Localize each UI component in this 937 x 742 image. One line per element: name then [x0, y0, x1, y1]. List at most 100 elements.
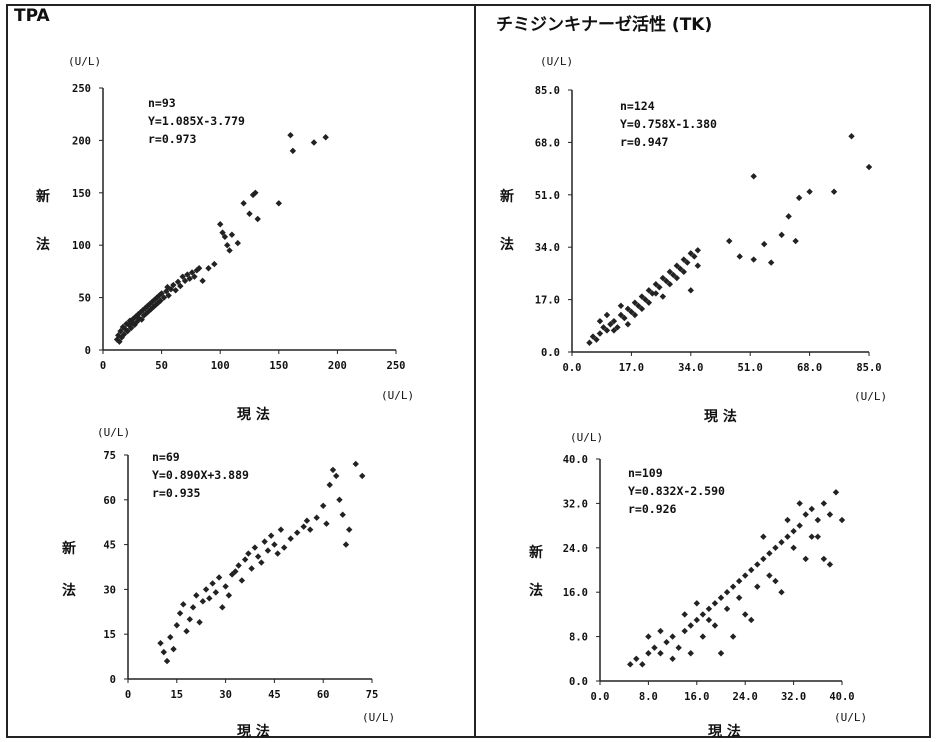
right-panel-title: チミジンキナーゼ活性 (TK) — [496, 15, 713, 35]
stat-equation: Y=1.085X-3.779 — [148, 114, 245, 128]
chart-tpa-bottom-data-point — [333, 472, 340, 480]
chart-tk-top-data-point — [673, 274, 681, 282]
chart-tk-top-data-point — [694, 262, 701, 269]
chart-tpa-bottom-data-point — [193, 592, 200, 599]
chart-tpa-bottom-x-tick-label: 75 — [366, 689, 379, 701]
chart-tk-bottom-y-tick-label: 0.0 — [569, 676, 588, 688]
chart-tpa-bottom-data-point — [170, 645, 177, 653]
chart-tk-top-data-point — [631, 311, 639, 319]
chart-tpa-top-data-point — [224, 242, 231, 249]
chart-tk-top-x-tick-label: 68.0 — [797, 362, 822, 374]
chart-tk-top-y-tick-label: 68.0 — [535, 137, 560, 149]
chart-tpa-top-data-point — [167, 286, 175, 293]
chart-tpa-bottom-data-point — [183, 628, 190, 635]
chart-tpa-top-x-tick-label: 150 — [269, 360, 288, 372]
chart-tk-bottom-x-tick-label: 16.0 — [684, 691, 709, 703]
chart-tk-top-y-unit: (U/L) — [540, 55, 574, 68]
chart-tpa-top-data-point — [158, 290, 165, 297]
chart-tpa-top-data-point — [310, 139, 318, 146]
chart-tk-bottom-data-point — [748, 616, 755, 624]
chart-tpa-bottom-data-point — [261, 538, 268, 545]
chart-tpa-top-data-point — [205, 265, 212, 272]
chart-tk-bottom-y-tick-label: 24.0 — [563, 543, 588, 555]
chart-tpa-bottom-data-point — [306, 526, 314, 533]
chart-tk-bottom-data-point — [699, 633, 707, 640]
chart-tk-top-data-point — [656, 284, 663, 291]
chart-tpa-top-data-point — [191, 273, 198, 280]
chart-tk-bottom-data-point — [772, 544, 779, 551]
chart-tk-top-data-point — [806, 188, 813, 195]
chart-tpa-bottom-data-point — [238, 577, 246, 584]
chart-tpa-bottom-y-unit: (U/L) — [97, 426, 131, 439]
chart-tpa-bottom-x-tick-label: 0 — [125, 689, 131, 701]
chart-tpa-top-ylabel-2: 法 — [36, 237, 50, 253]
chart-tk-top-data-point — [596, 317, 604, 325]
chart-tk-top-data-point — [621, 314, 628, 322]
chart-tpa-top-data-point — [117, 327, 124, 335]
chart-tk-bottom-y-tick-label: 40.0 — [563, 454, 588, 466]
chart-tk-top-data-point — [628, 308, 635, 316]
chart-tpa-top-data-point — [165, 292, 172, 299]
chart-tk-bottom-x-tick-label: 32.0 — [781, 691, 806, 703]
chart-tk-top-data-point — [726, 237, 733, 245]
chart-tk-top-data-point — [593, 336, 600, 343]
chart-tk-bottom-data-point — [808, 533, 815, 540]
chart-tk-bottom-stats: n=109 Y=0.832X-2.590 r=0.926 — [628, 464, 725, 518]
chart-tk-bottom-data-point — [820, 500, 828, 507]
chart-tk-bottom-data-point — [735, 577, 743, 585]
chart-tk-bottom-data-point — [784, 533, 791, 540]
chart-tk-top-data-point — [610, 327, 618, 334]
chart-tk-top-x-tick-label: 85.0 — [856, 362, 881, 374]
chart-tk-bottom-data-point — [669, 633, 676, 640]
chart-tk-bottom-data-point — [790, 527, 797, 535]
chart-tpa-bottom-x-unit: (U/L) — [362, 711, 396, 724]
chart-tk-top-ylabel-2: 法 — [500, 237, 514, 253]
chart-tk-bottom-data-point — [717, 650, 725, 657]
chart-tpa-bottom-data-point — [235, 562, 242, 569]
chart-tpa-top-data-point — [217, 221, 224, 228]
chart-tk-bottom-data-point — [729, 633, 737, 640]
chart-tk-top-data-point — [635, 302, 642, 309]
chart-tk-bottom-data-point — [748, 566, 755, 574]
chart-tpa-top-data-point — [221, 233, 229, 241]
chart-tk-top-data-point — [652, 290, 660, 297]
chart-tk-top-data-point — [624, 305, 632, 313]
chart-tpa-top-data-point — [118, 334, 125, 341]
stat-equation: Y=0.832X-2.590 — [628, 484, 725, 498]
chart-tpa-top-data-point — [116, 338, 123, 345]
chart-tk-bottom-data-point — [796, 500, 803, 507]
chart-tpa-top-ylabel-1: 新 — [36, 189, 50, 205]
chart-tk-bottom-data-point — [651, 644, 658, 651]
chart-tpa-bottom-data-point — [186, 616, 194, 623]
chart-tpa-bottom-data-point — [303, 517, 311, 524]
chart-tk-top-y-tick-label: 51.0 — [535, 190, 560, 202]
chart-tk-top-data-point — [848, 133, 855, 140]
chart-tk-bottom-y-tick-label: 16.0 — [563, 587, 588, 599]
chart-tpa-top-data-point — [188, 269, 196, 276]
chart-tpa-top-data-point — [275, 200, 282, 207]
chart-tk-top-data-point — [638, 305, 646, 313]
chart-tk-bottom-data-point — [772, 577, 779, 585]
chart-tpa-top-stats: n=93 Y=1.085X-3.779 r=0.973 — [148, 94, 245, 148]
chart-tk-top-data-point — [624, 321, 632, 328]
chart-tk-top-data-point — [586, 339, 593, 346]
chart-tk-bottom-data-point — [693, 616, 700, 624]
chart-tpa-top-data-point — [254, 215, 261, 223]
chart-tpa-top-data-point — [228, 231, 236, 238]
chart-tk-bottom-data-point — [826, 561, 834, 568]
stat-n: n=109 — [628, 466, 663, 480]
chart-tpa-top-y-tick-label: 50 — [78, 293, 91, 305]
chart-tpa-bottom-data-point — [212, 589, 220, 596]
chart-tpa-bottom-data-point — [251, 544, 259, 551]
chart-tk-bottom-data-point — [699, 611, 707, 618]
chart-tk-bottom-xlabel: 現 法 — [708, 724, 741, 740]
chart-tpa-top-data-point — [120, 331, 128, 338]
chart-tpa-top-y-tick-label: 100 — [72, 240, 91, 252]
chart-tk-top-data-point — [687, 250, 694, 257]
chart-tk-bottom-data-point — [778, 539, 785, 546]
chart-tk-bottom-data-point — [669, 655, 676, 662]
chart-tpa-bottom-x-tick-label: 60 — [317, 689, 330, 701]
chart-tk-bottom-data-point — [802, 555, 809, 563]
chart-tpa-bottom-data-point — [163, 657, 171, 665]
chart-tk-top-data-point — [659, 274, 667, 282]
